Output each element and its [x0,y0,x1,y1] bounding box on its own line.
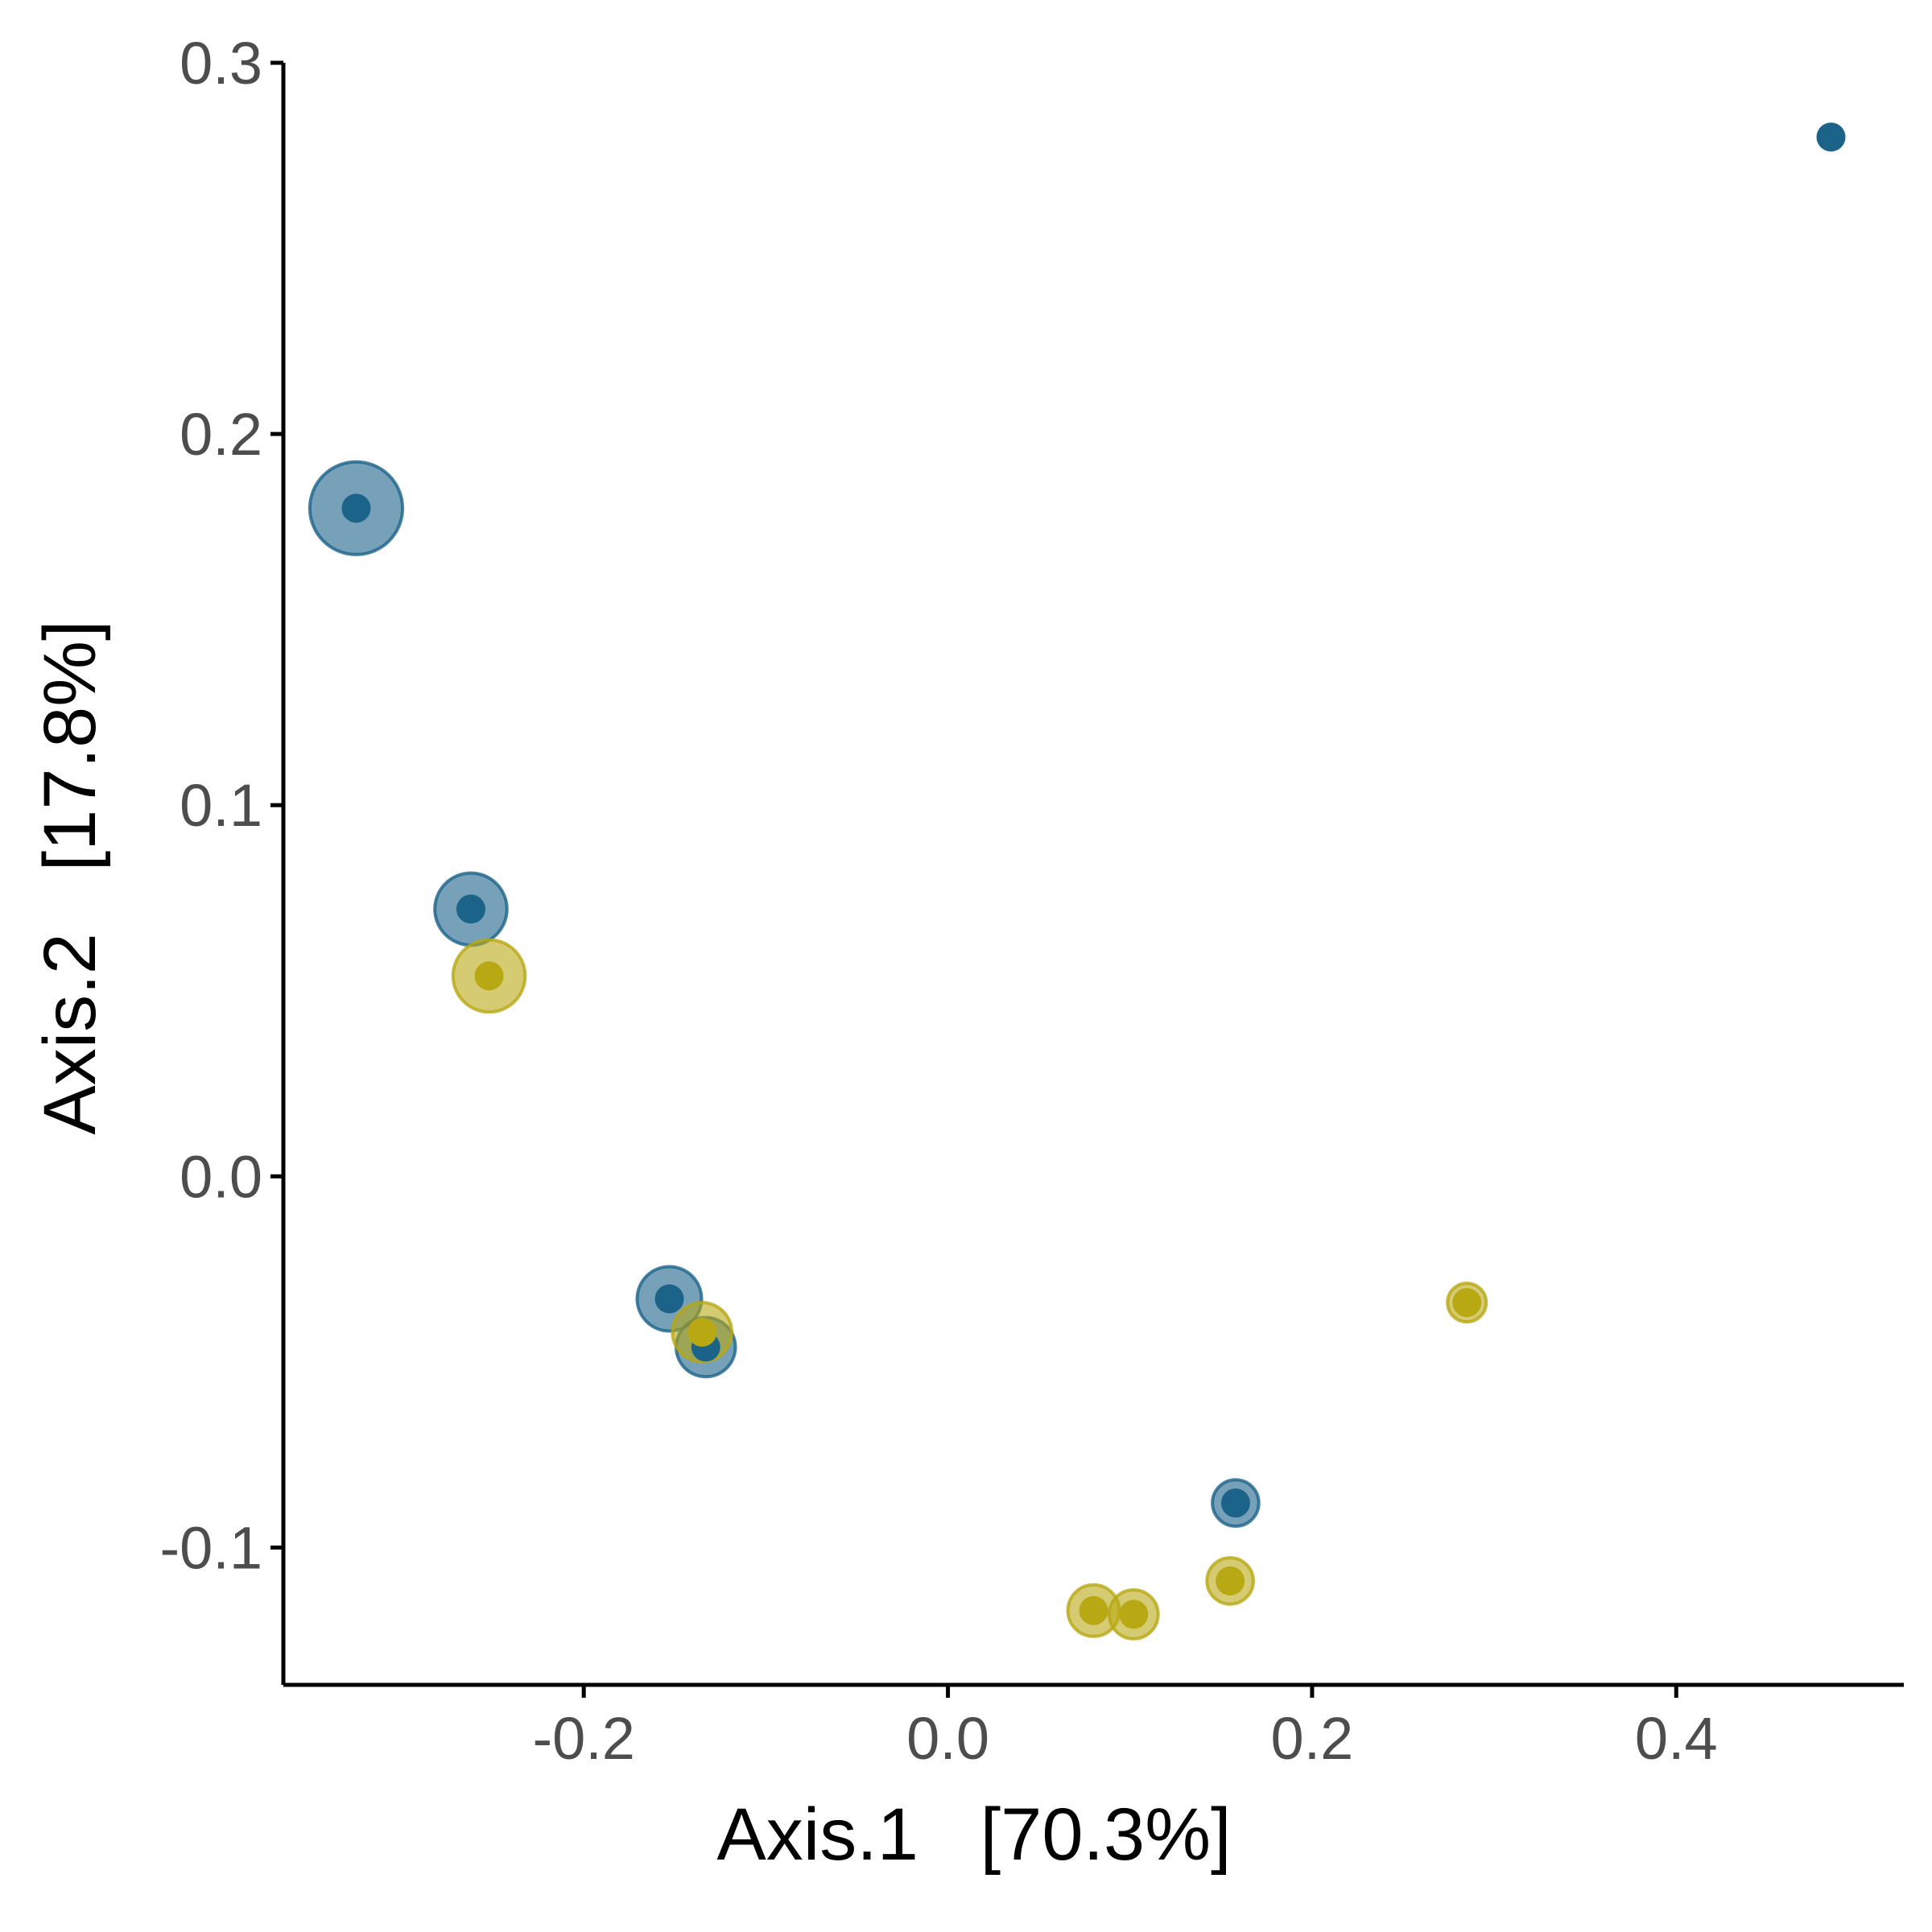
y-tick-label: 0.1 [180,772,262,839]
x-tick-label: 0.4 [1635,1705,1718,1772]
x-axis-title: Axis.1 [70.3%] [716,1794,1231,1876]
data-point [1216,1566,1245,1596]
y-tick-label: 0.2 [180,401,262,468]
y-axis-title: Axis.2 [17.8%] [29,620,111,1134]
data-point [341,493,371,523]
halo-layer [308,460,1488,1641]
data-point [474,961,504,991]
x-tick-label: 0.2 [1270,1705,1353,1772]
data-point [1119,1600,1149,1629]
data-point [1079,1596,1108,1625]
x-tick-label: -0.2 [532,1705,635,1772]
data-point [654,1284,684,1314]
y-axis-ticks: -0.1 0.0 0.1 0.2 0.3 [159,30,283,1581]
y-tick-label: -0.1 [159,1514,262,1581]
data-point [1220,1488,1250,1518]
x-tick-label: 0.0 [906,1705,989,1772]
data-point [1452,1288,1482,1318]
y-tick-label: 0.3 [180,30,262,97]
core-layer [341,122,1846,1629]
data-point [1816,122,1846,152]
data-point [456,894,485,924]
data-point [687,1317,717,1347]
y-tick-label: 0.0 [180,1143,262,1210]
points-layer [308,122,1846,1641]
x-axis-ticks: -0.2 0.0 0.2 0.4 [532,1685,1718,1772]
